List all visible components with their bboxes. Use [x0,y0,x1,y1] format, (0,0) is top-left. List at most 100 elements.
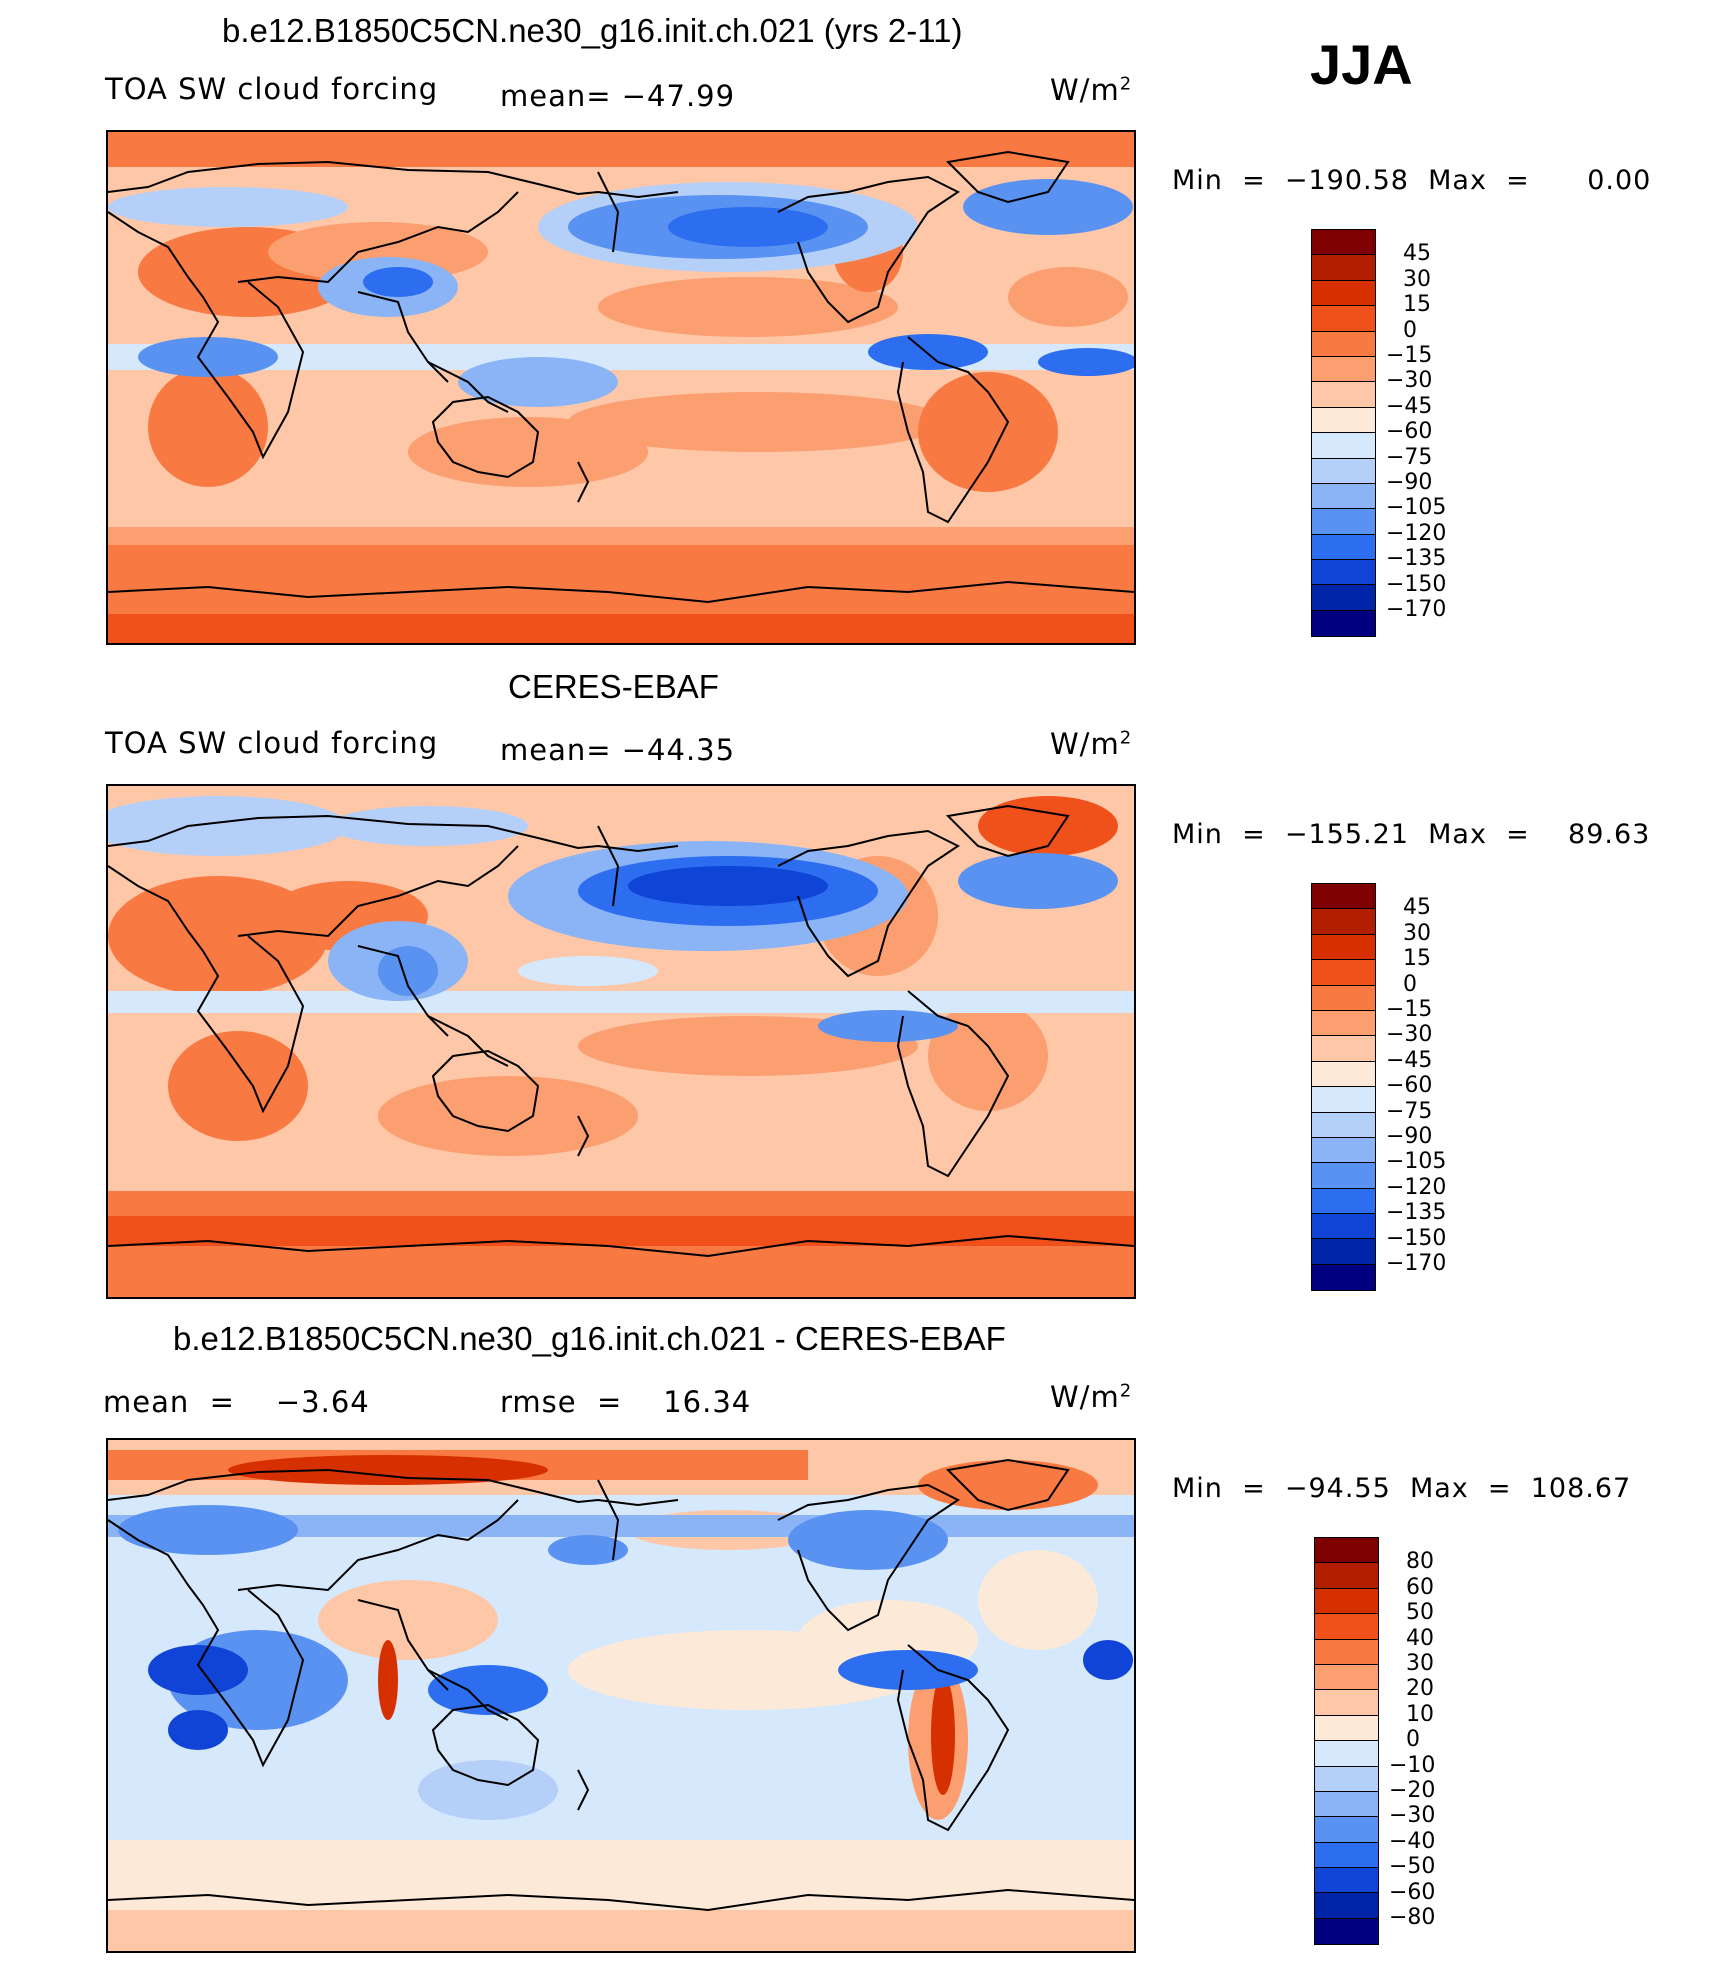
colorbar-swatch [1312,331,1375,357]
colorbar-swatch [1312,407,1375,434]
panel2-variable-label: TOA SW cloud forcing [105,726,439,760]
colorbar-tick-label: −45 [1386,1047,1433,1073]
colorbar-swatch [1315,1588,1378,1615]
colorbar-tick-label: −105 [1386,495,1447,521]
colorbar-swatch [1315,1893,1378,1919]
colorbar-swatch [1315,1842,1378,1869]
panel1-minmax-label: Min = −190.58 Max = 0.00 [1172,165,1652,196]
colorbar-swatch [1312,483,1375,510]
colorbar-swatch [1312,560,1375,586]
colorbar-swatch [1312,1112,1375,1138]
colorbar-swatch [1312,382,1375,408]
colorbar-swatch [1312,458,1375,484]
colorbar-swatch [1315,1741,1378,1767]
panel3-map-field [108,1440,1134,1951]
colorbar-tick-label: 45 [1403,241,1431,267]
colorbar-swatch [1312,909,1375,935]
panel3-minmax-label: Min = −94.55 Max = 108.67 [1172,1473,1632,1504]
colorbar-tick-label: −30 [1389,1803,1436,1829]
colorbar-swatch [1312,255,1375,281]
colorbar-tick-label: −10 [1389,1752,1436,1778]
colorbar-swatch [1312,356,1375,383]
colorbar-swatch [1312,1010,1375,1037]
colorbar-swatch [1312,1061,1375,1088]
colorbar-swatch [1315,1791,1378,1818]
panel3-map [106,1438,1136,1953]
colorbar-swatch [1312,610,1375,637]
colorbar-tick-label: −15 [1386,997,1433,1022]
colorbar-tick-label: −50 [1389,1854,1436,1880]
colorbar-swatch [1312,1239,1375,1265]
colorbar-swatch [1315,1614,1378,1640]
panel3-rmse-label: rmse = 16.34 [500,1385,752,1419]
panel2-title: CERES-EBAF [508,668,719,705]
colorbar-tick-label: −170 [1386,1251,1447,1276]
colorbar-tick-label: −90 [1386,470,1433,495]
colorbar-swatch [1312,884,1375,910]
colorbar-tick-label: 45 [1403,895,1431,921]
colorbar-tick-label: 30 [1406,1651,1434,1676]
panel1-variable-label: TOA SW cloud forcing [105,72,439,106]
colorbar-swatch [1312,1036,1375,1062]
colorbar-tick-label: −20 [1389,1778,1436,1803]
colorbar-swatch [1315,1766,1378,1792]
colorbar-tick-label: 30 [1403,266,1431,292]
colorbar-tick-label: 0 [1406,1727,1420,1753]
colorbar-tick-label: −40 [1389,1828,1436,1854]
panel2-mean-label: mean= −44.35 [500,733,736,767]
colorbar-tick-label: −75 [1386,1098,1433,1124]
colorbar-swatch [1312,280,1375,307]
colorbar-tick-label: −60 [1386,1073,1433,1099]
colorbar-swatch [1312,960,1375,986]
panel1-mean-label: mean= −47.99 [500,79,736,113]
colorbar-tick-label: −30 [1386,1022,1433,1048]
colorbar-tick-label: −80 [1389,1905,1436,1930]
colorbar-tick-label: 40 [1406,1625,1434,1651]
colorbar-tick-label: 10 [1406,1701,1434,1727]
panel3-colorbar-swatches [1314,1537,1379,1946]
colorbar-tick-label: −150 [1386,571,1447,597]
colorbar-tick-label: 0 [1403,971,1417,997]
colorbar-swatch [1315,1715,1378,1742]
colorbar-swatch [1315,1918,1378,1945]
panel1-map [106,130,1136,645]
colorbar-tick-label: 30 [1403,920,1431,946]
colorbar-swatch [1315,1538,1378,1564]
colorbar-swatch [1312,1214,1375,1240]
colorbar-tick-label: 20 [1406,1676,1434,1702]
colorbar-tick-label: −170 [1386,597,1447,622]
panel1-map-field [108,132,1134,643]
colorbar-swatch [1315,1690,1378,1716]
colorbar-tick-label: −90 [1386,1124,1433,1149]
colorbar-swatch [1312,534,1375,561]
colorbar-swatch [1312,934,1375,961]
panel3-units-label: W/m2 [1050,1380,1133,1414]
panel2-map-field [108,786,1134,1297]
colorbar-swatch [1312,509,1375,535]
panel1-units-label: W/m2 [1050,73,1133,107]
colorbar-swatch [1312,585,1375,611]
colorbar-tick-label: −75 [1386,444,1433,470]
panel1-colorbar-swatches [1311,229,1376,638]
panel2-units-label: W/m2 [1050,727,1133,761]
season-label: JJA [1310,33,1413,96]
colorbar-swatch [1312,1137,1375,1164]
colorbar-swatch [1312,1087,1375,1113]
colorbar-swatch [1312,1188,1375,1215]
colorbar-tick-label: 15 [1403,292,1431,318]
colorbar-tick-label: 50 [1406,1600,1434,1626]
colorbar-tick-label: −60 [1386,419,1433,445]
colorbar-swatch [1315,1817,1378,1843]
colorbar-swatch [1312,230,1375,256]
colorbar-tick-label: −30 [1386,368,1433,394]
colorbar-tick-label: 15 [1403,946,1431,972]
colorbar-tick-label: 60 [1406,1574,1434,1600]
colorbar-swatch [1315,1868,1378,1894]
colorbar-tick-label: −135 [1386,546,1447,572]
colorbar-tick-label: −135 [1386,1200,1447,1226]
colorbar-swatch [1315,1639,1378,1665]
panel2-colorbar-swatches [1311,883,1376,1292]
panel1-title: b.e12.B1850C5CN.ne30_g16.init.ch.021 (yr… [222,12,963,49]
colorbar-tick-label: −120 [1386,1174,1447,1200]
colorbar-tick-label: −45 [1386,393,1433,419]
